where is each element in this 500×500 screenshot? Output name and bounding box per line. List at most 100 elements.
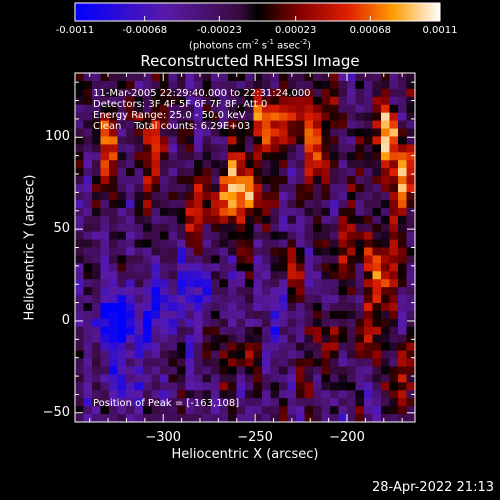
heatmap-cell	[347, 287, 356, 296]
heatmap-cell	[211, 136, 220, 145]
heatmap-cell	[406, 128, 416, 137]
heatmap-cell	[381, 279, 390, 288]
heatmap-cell	[143, 88, 152, 98]
heatmap-cell	[75, 287, 84, 296]
heatmap-cell	[270, 184, 280, 193]
heatmap-cell	[185, 136, 195, 145]
heatmap-cell	[381, 136, 390, 145]
heatmap-cell	[296, 231, 305, 240]
heatmap-cell	[287, 144, 297, 153]
heatmap-cell	[202, 263, 212, 272]
heatmap-cell	[296, 310, 305, 320]
heatmap-cell	[100, 207, 110, 217]
heatmap-cell	[364, 406, 373, 415]
heatmap-cell	[236, 414, 246, 423]
heatmap-cell	[151, 176, 161, 185]
heatmap-cell	[364, 342, 373, 352]
heatmap-cell	[219, 223, 229, 233]
heatmap-cell	[194, 374, 203, 383]
heatmap-cell	[160, 318, 169, 328]
heatmap-cell	[236, 263, 246, 272]
heatmap-cell	[211, 406, 220, 415]
heatmap-cell	[262, 112, 271, 121]
heatmap-cell	[117, 223, 127, 233]
heatmap-cell	[287, 120, 297, 129]
heatmap-cell	[279, 247, 288, 256]
heatmap-cell	[398, 390, 407, 399]
heatmap-cell	[296, 326, 305, 336]
heatmap-cell	[398, 295, 407, 304]
heatmap-cell	[330, 295, 339, 304]
heatmap-cell	[304, 350, 314, 359]
heatmap-cell	[117, 160, 127, 169]
heatmap-cell	[279, 326, 288, 336]
heatmap-cell	[313, 326, 322, 336]
heatmap-cell	[92, 350, 101, 359]
heatmap-cell	[83, 414, 93, 423]
heatmap-cell	[185, 160, 195, 169]
heatmap-cell	[151, 120, 161, 129]
heatmap-cell	[236, 406, 246, 415]
heatmap-cell	[143, 80, 152, 90]
heatmap-cell	[92, 263, 101, 272]
heatmap-cell	[364, 215, 373, 225]
heatmap-cell	[245, 334, 254, 344]
heatmap-cell	[75, 358, 84, 367]
heatmap-cell	[372, 160, 382, 169]
heatmap-cell	[143, 263, 152, 272]
heatmap-cell	[160, 287, 169, 296]
heatmap-cell	[296, 112, 305, 121]
heatmap-cell	[287, 239, 297, 248]
heatmap-cell	[364, 350, 373, 359]
heatmap-cell	[355, 168, 365, 177]
heatmap-cell	[83, 382, 93, 391]
heatmap-cell	[160, 247, 169, 256]
heatmap-cell	[219, 342, 229, 352]
heatmap-cell	[296, 73, 305, 82]
heatmap-cell	[83, 104, 93, 114]
heatmap-cell	[134, 326, 144, 336]
heatmap-cell	[262, 176, 271, 185]
heatmap-cell	[338, 398, 348, 407]
heatmap-cell	[321, 406, 331, 415]
heatmap-cell	[406, 136, 416, 145]
heatmap-cell	[253, 239, 263, 248]
heatmap-cell	[253, 160, 263, 169]
heatmap-cell	[194, 191, 203, 201]
heatmap-cell	[126, 406, 135, 415]
heatmap-cell	[245, 80, 254, 90]
chart-title: Reconstructed RHESSI Image	[140, 52, 360, 70]
heatmap-cell	[92, 318, 101, 328]
heatmap-cell	[109, 128, 118, 137]
heatmap-cell	[126, 112, 135, 121]
heatmap-cell	[126, 144, 135, 153]
heatmap-cell	[321, 176, 331, 185]
heatmap-cell	[245, 112, 254, 121]
heatmap-cell	[270, 382, 280, 391]
heatmap-cell	[253, 334, 263, 344]
heatmap-cell	[168, 80, 178, 90]
heatmap-cell	[304, 73, 314, 82]
heatmap-cell	[117, 184, 127, 193]
heatmap-cell	[372, 342, 382, 352]
heatmap-cell	[381, 271, 390, 280]
heatmap-cell	[313, 239, 322, 248]
heatmap-cell	[262, 184, 271, 193]
heatmap-cell	[126, 318, 135, 328]
units-prefix: (photons cm	[188, 40, 252, 52]
heatmap-cell	[262, 406, 271, 415]
heatmap-cell	[372, 255, 382, 264]
heatmap-cell	[92, 104, 101, 114]
heatmap-cell	[219, 279, 229, 288]
heatmap-cell	[304, 247, 314, 256]
heatmap-cell	[330, 199, 339, 209]
heatmap-cell	[185, 390, 195, 399]
heatmap-cell	[83, 144, 93, 153]
heatmap-cell	[330, 374, 339, 383]
heatmap-cell	[381, 303, 390, 312]
heatmap-cell	[92, 326, 101, 336]
heatmap-cell	[287, 207, 297, 217]
heatmap-cell	[313, 382, 322, 391]
heatmap-cell	[355, 128, 365, 137]
heatmap-cell	[372, 112, 382, 121]
